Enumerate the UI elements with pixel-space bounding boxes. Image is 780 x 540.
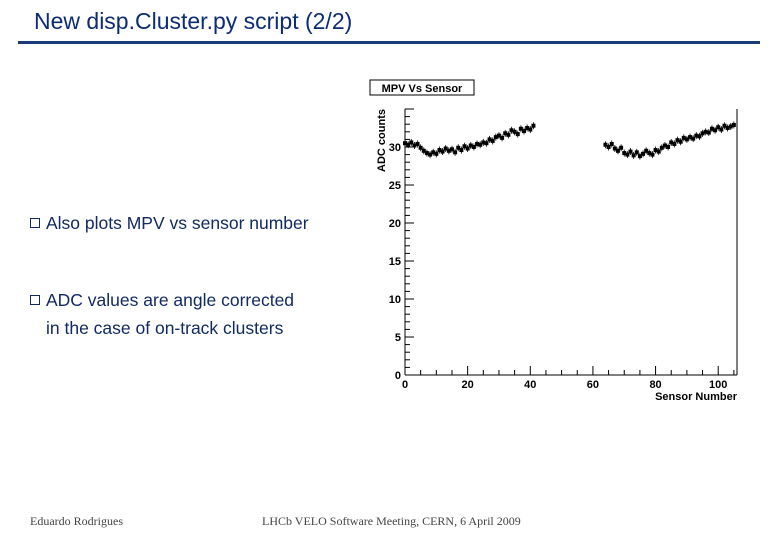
hollow-square-bullet-icon	[30, 295, 40, 305]
bullet-2-continuation: in the case of on-track clusters	[46, 318, 284, 338]
y-tick-label: 25	[389, 180, 401, 192]
title-divider	[18, 41, 760, 44]
footer-author: Eduardo Rodrigues	[30, 514, 123, 528]
y-tick-label: 15	[389, 256, 401, 268]
y-axis-label: ADC counts	[376, 109, 388, 172]
chart-title-box	[369, 79, 475, 96]
x-tick-label: 0	[402, 379, 408, 391]
x-tick-label: 60	[587, 379, 599, 391]
slide-title: New disp.Cluster.py script (2/2)	[34, 8, 353, 34]
bullet-1-text: Also plots MPV vs sensor number	[46, 213, 309, 233]
x-tick-label: 20	[462, 379, 474, 391]
y-tick-label: 30	[389, 142, 401, 154]
y-tick-label: 20	[389, 218, 401, 230]
chart-title: MPV Vs Sensor	[382, 83, 463, 95]
mpv-vs-sensor-chart: MPV Vs Sensor 0 5 10 15 20 25 30 0 20 40 60 80 100Sen…	[369, 79, 738, 403]
x-tick-label: 80	[649, 379, 661, 391]
x-tick-label: 100	[709, 379, 727, 391]
bullet-1: Also plots MPV vs sensor number	[30, 213, 309, 234]
y-tick-label: 5	[395, 332, 401, 344]
footer-meeting: LHCb VELO Software Meeting, CERN, 6 Apri…	[262, 514, 521, 528]
y-tick-label: 10	[389, 294, 401, 306]
bullet-2: ADC values are angle corrected	[30, 290, 294, 311]
x-axis-label: Sensor Number	[655, 391, 738, 403]
bullet-2-text: ADC values are angle corrected	[46, 290, 295, 310]
x-tick-label: 40	[524, 379, 536, 391]
y-tick-label: 0	[395, 370, 401, 382]
hollow-square-bullet-icon	[30, 218, 40, 228]
